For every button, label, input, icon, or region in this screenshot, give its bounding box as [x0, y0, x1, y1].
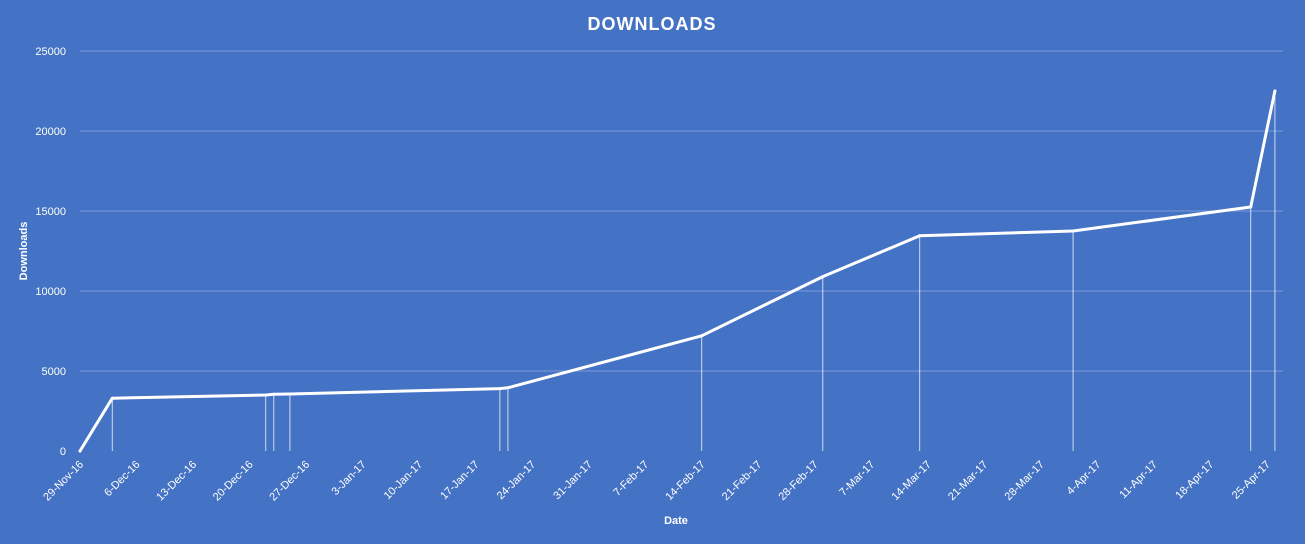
x-tick-label: 21-Feb-17: [720, 459, 764, 503]
data-point: [264, 393, 268, 397]
y-tick-label: 20000: [35, 126, 66, 138]
data-point: [498, 387, 502, 391]
x-tick-label: 4-Apr-17: [1065, 459, 1104, 498]
x-tick-label: 25-Apr-17: [1230, 459, 1273, 502]
data-point: [918, 234, 922, 238]
x-tick-label: 7-Feb-17: [611, 459, 651, 499]
data-point: [78, 449, 82, 453]
y-tick-label: 0: [60, 446, 66, 458]
x-tick-label: 24-Jan-17: [495, 459, 539, 503]
y-axis-title: Downloads: [18, 222, 30, 281]
drop-lines: [111, 91, 1276, 451]
x-tick-label: 6-Dec-16: [102, 459, 142, 499]
x-tick-label: 21-Mar-17: [946, 459, 990, 503]
data-point: [700, 334, 704, 338]
y-axis-ticks: 0 5000 10000 15000 20000 25000: [35, 46, 66, 458]
data-point: [1071, 229, 1075, 233]
data-point: [110, 396, 114, 400]
x-tick-label: 3-Jan-17: [330, 459, 369, 498]
x-tick-label: 13-Dec-16: [154, 459, 199, 504]
y-tick-label: 15000: [35, 206, 66, 218]
grid-lines: [80, 50, 1283, 372]
x-tick-label: 29-Nov-16: [41, 459, 86, 504]
data-point: [1273, 89, 1277, 93]
x-tick-label: 7-Mar-17: [837, 459, 877, 499]
x-tick-label: 31-Jan-17: [551, 459, 595, 503]
x-axis-ticks: 29-Nov-16 6-Dec-16 13-Dec-16 20-Dec-16 27-De…: [41, 459, 1273, 504]
x-tick-label: 14-Feb-17: [663, 459, 707, 503]
series-line: [78, 89, 1277, 453]
y-tick-label: 10000: [35, 286, 66, 298]
x-axis-title: Date: [664, 515, 688, 527]
x-tick-label: 10-Jan-17: [382, 459, 426, 503]
data-point: [506, 386, 510, 390]
x-tick-label: 28-Mar-17: [1003, 459, 1047, 503]
data-point: [288, 392, 292, 396]
x-tick-label: 27-Dec-16: [267, 459, 312, 504]
data-point: [821, 275, 825, 279]
y-tick-label: 25000: [35, 46, 66, 58]
x-tick-label: 20-Dec-16: [211, 459, 256, 504]
x-tick-label: 18-Apr-17: [1173, 459, 1216, 502]
x-tick-label: 17-Jan-17: [438, 459, 482, 503]
x-tick-label: 14-Mar-17: [890, 459, 934, 503]
y-tick-label: 5000: [42, 366, 66, 378]
data-point: [272, 392, 276, 396]
series-layer: [78, 89, 1277, 453]
x-tick-label: 11-Apr-17: [1117, 459, 1160, 502]
data-point: [1249, 205, 1253, 209]
x-tick-label: 28-Feb-17: [776, 459, 820, 503]
chart-title: DOWNLOADS: [588, 14, 717, 34]
